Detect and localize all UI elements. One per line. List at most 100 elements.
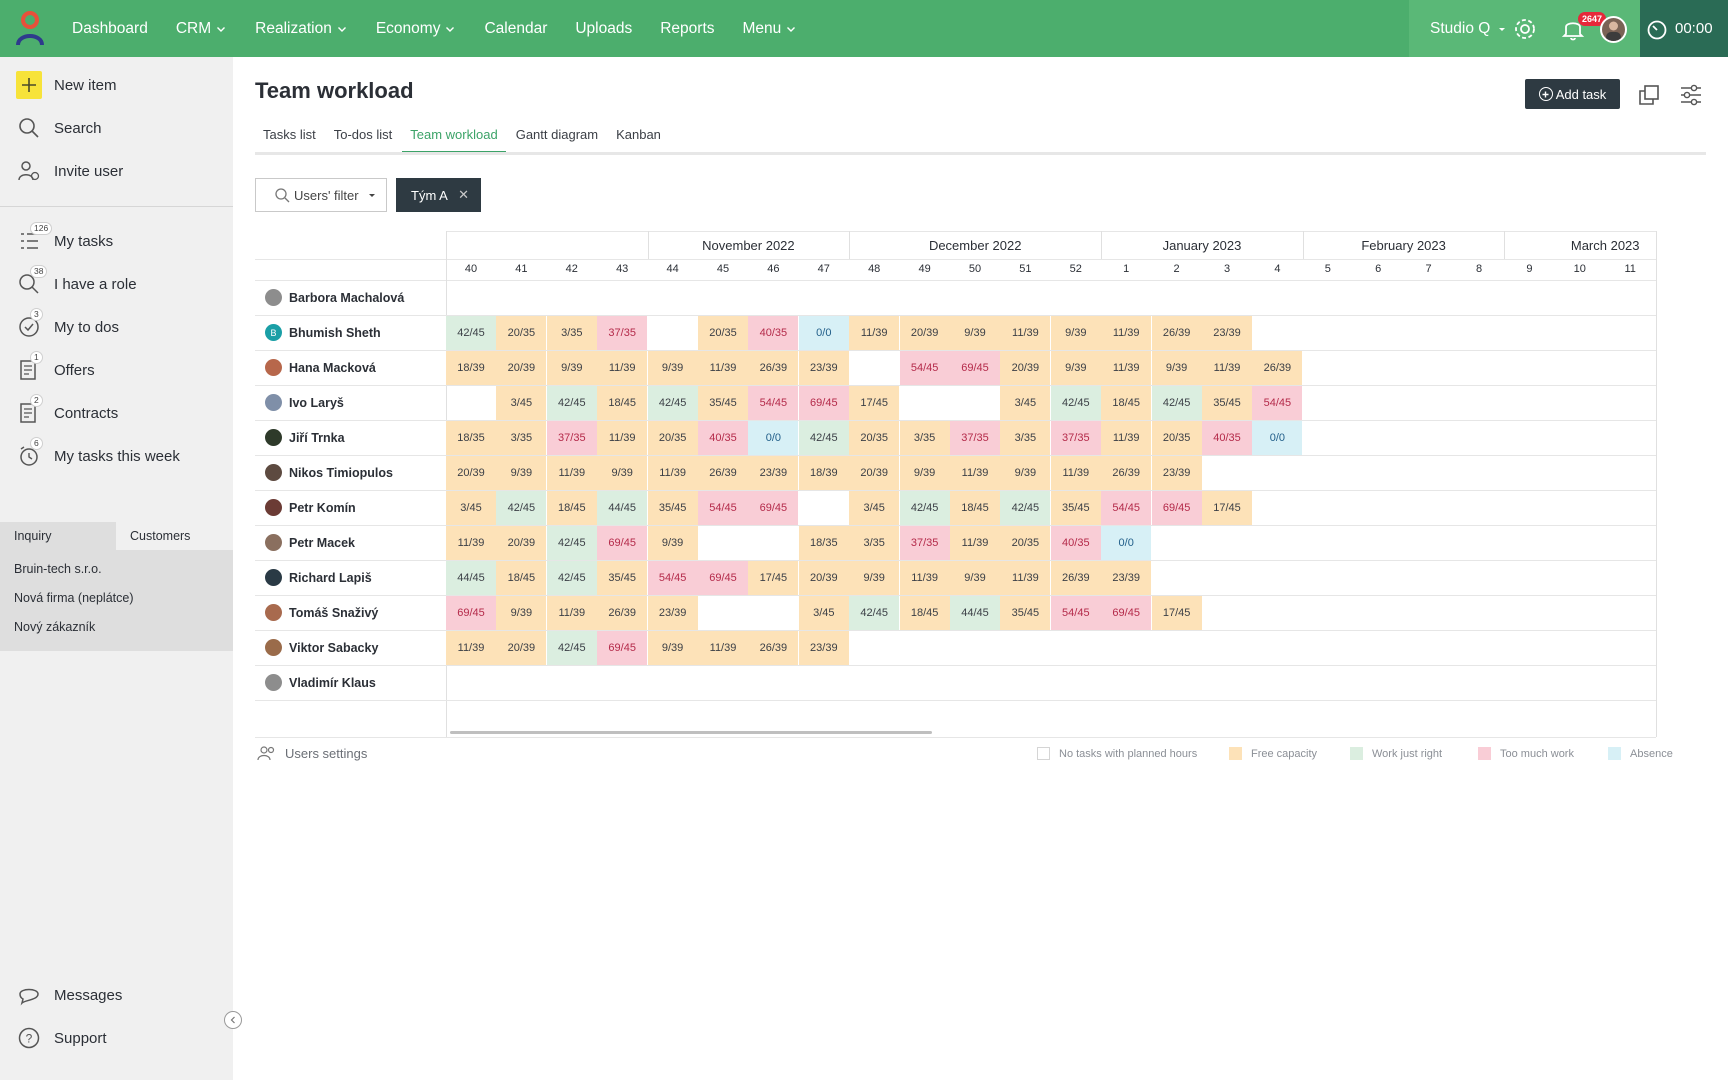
- workload-cell[interactable]: 20/35: [698, 316, 748, 350]
- workload-cell[interactable]: 69/45: [798, 386, 849, 420]
- workload-cell[interactable]: 11/39: [1000, 561, 1051, 595]
- workload-cell[interactable]: 3/35: [849, 526, 900, 560]
- workload-cell[interactable]: 69/45: [597, 526, 648, 560]
- nav-realization[interactable]: Realization: [241, 0, 362, 57]
- workload-cell[interactable]: 3/45: [798, 596, 849, 630]
- studio-selector[interactable]: Studio Q: [1430, 0, 1508, 57]
- workload-cell[interactable]: 0/0: [1101, 526, 1152, 560]
- workload-cell[interactable]: 18/45: [496, 561, 547, 595]
- workload-cell[interactable]: 37/35: [899, 526, 950, 560]
- workload-cell[interactable]: 42/45: [899, 491, 950, 525]
- copy-icon[interactable]: [1637, 83, 1661, 107]
- workload-cell[interactable]: 17/45: [1151, 596, 1202, 630]
- workload-cell[interactable]: 3/35: [546, 316, 597, 350]
- workload-cell[interactable]: 26/39: [1151, 316, 1202, 350]
- workload-cell[interactable]: 3/35: [496, 421, 547, 455]
- user-row[interactable]: Barbora Machalová: [255, 280, 445, 315]
- list-item[interactable]: Nový zákazník: [14, 620, 96, 634]
- workload-cell[interactable]: 20/39: [798, 561, 849, 595]
- tab-team-workload[interactable]: Team workload: [402, 127, 506, 154]
- workload-cell[interactable]: 54/45: [647, 561, 698, 595]
- sidebar-item-my-tasks-this-week[interactable]: 6 My tasks this week: [0, 436, 233, 476]
- workload-cell[interactable]: 42/45: [647, 386, 698, 420]
- workload-cell[interactable]: 11/39: [647, 456, 698, 490]
- workload-cell[interactable]: 11/39: [1101, 421, 1152, 455]
- workload-cell[interactable]: 9/39: [899, 456, 950, 490]
- workload-cell[interactable]: 26/39: [1252, 351, 1303, 385]
- workload-cell[interactable]: 42/45: [446, 316, 496, 350]
- workload-cell[interactable]: 3/45: [849, 491, 900, 525]
- tab-kanban[interactable]: Kanban: [616, 127, 661, 142]
- workload-cell[interactable]: 54/45: [1252, 386, 1303, 420]
- workload-cell[interactable]: 26/39: [1050, 561, 1101, 595]
- workload-cell[interactable]: 18/35: [446, 421, 496, 455]
- workload-cell[interactable]: 20/35: [496, 316, 547, 350]
- close-icon[interactable]: ✕: [458, 187, 469, 202]
- workload-cell[interactable]: 54/45: [748, 386, 799, 420]
- workload-cell[interactable]: 40/35: [1050, 526, 1101, 560]
- workload-cell[interactable]: 35/45: [647, 491, 698, 525]
- workload-cell[interactable]: 9/39: [647, 631, 698, 665]
- workload-cell[interactable]: 23/39: [798, 631, 849, 665]
- workload-cell[interactable]: 42/45: [1151, 386, 1202, 420]
- stopwatch-icon[interactable]: [1645, 17, 1669, 41]
- sidebar-item-messages[interactable]: Messages: [0, 975, 233, 1015]
- users-filter-dropdown[interactable]: Users' filter: [255, 178, 387, 212]
- workload-cell[interactable]: 11/39: [546, 456, 597, 490]
- list-item[interactable]: Bruin-tech s.r.o.: [14, 562, 102, 576]
- workload-cell[interactable]: 9/39: [1050, 351, 1101, 385]
- workload-cell[interactable]: 18/45: [950, 491, 1000, 525]
- user-row[interactable]: Tomáš Snaživý: [255, 595, 445, 630]
- workload-cell[interactable]: 11/39: [597, 351, 648, 385]
- workload-cell[interactable]: 26/39: [748, 351, 799, 385]
- workload-cell[interactable]: 20/39: [496, 631, 547, 665]
- workload-cell[interactable]: 42/45: [1000, 491, 1051, 525]
- horizontal-scrollbar[interactable]: [450, 731, 932, 734]
- timer-value[interactable]: 00:00: [1675, 20, 1713, 37]
- sidebar-item-i-have-a-role[interactable]: 38 I have a role: [0, 264, 233, 304]
- workload-cell[interactable]: 9/39: [849, 561, 900, 595]
- workload-cell[interactable]: 69/45: [950, 351, 1000, 385]
- workload-cell[interactable]: 44/45: [950, 596, 1000, 630]
- workload-cell[interactable]: 20/35: [849, 421, 900, 455]
- workload-cell[interactable]: 9/39: [950, 316, 1000, 350]
- workload-cell[interactable]: 9/39: [950, 561, 1000, 595]
- workload-cell[interactable]: 20/35: [1000, 526, 1051, 560]
- team-filter-chip[interactable]: Tým A ✕: [396, 178, 481, 212]
- workload-cell[interactable]: 11/39: [950, 526, 1000, 560]
- workload-cell[interactable]: 69/45: [698, 561, 748, 595]
- sidebar-item-my-tasks[interactable]: 126 My tasks: [0, 221, 233, 261]
- workload-cell[interactable]: 17/45: [849, 386, 900, 420]
- workload-cell[interactable]: 9/39: [546, 351, 597, 385]
- workload-cell[interactable]: 42/45: [1050, 386, 1101, 420]
- workload-cell[interactable]: 26/39: [698, 456, 748, 490]
- user-row[interactable]: Petr Komín: [255, 490, 445, 525]
- user-avatar[interactable]: [1600, 16, 1627, 43]
- user-row[interactable]: Jiří Trnka: [255, 420, 445, 455]
- workload-cell[interactable]: 9/39: [496, 456, 547, 490]
- workload-cell[interactable]: 69/45: [597, 631, 648, 665]
- workload-cell[interactable]: 54/45: [1050, 596, 1101, 630]
- workload-cell[interactable]: 23/39: [647, 596, 698, 630]
- tab-inquiry[interactable]: Inquiry: [0, 522, 116, 550]
- workload-cell[interactable]: 11/39: [597, 421, 648, 455]
- workload-cell[interactable]: 23/39: [798, 351, 849, 385]
- app-logo-icon[interactable]: [15, 11, 45, 47]
- user-row[interactable]: Viktor Sabacky: [255, 630, 445, 665]
- nav-calendar[interactable]: Calendar: [470, 0, 561, 57]
- list-item[interactable]: Nová firma (neplátce): [14, 591, 134, 605]
- workload-cell[interactable]: 9/39: [1151, 351, 1202, 385]
- sidebar-item-my-to-dos[interactable]: 3 My to dos: [0, 307, 233, 347]
- workload-cell[interactable]: 35/45: [1202, 386, 1252, 420]
- workload-cell[interactable]: 11/39: [698, 631, 748, 665]
- workload-cell[interactable]: 23/39: [1151, 456, 1202, 490]
- workload-cell[interactable]: 9/39: [647, 351, 698, 385]
- workload-cell[interactable]: 18/35: [798, 526, 849, 560]
- workload-cell[interactable]: 23/39: [748, 456, 799, 490]
- user-row[interactable]: Ivo Laryš: [255, 385, 445, 420]
- workload-cell[interactable]: 11/39: [899, 561, 950, 595]
- workload-cell[interactable]: 3/35: [899, 421, 950, 455]
- workload-cell[interactable]: 0/0: [1252, 421, 1303, 455]
- workload-cell[interactable]: 17/45: [1202, 491, 1252, 525]
- user-row[interactable]: Richard Lapiš: [255, 560, 445, 595]
